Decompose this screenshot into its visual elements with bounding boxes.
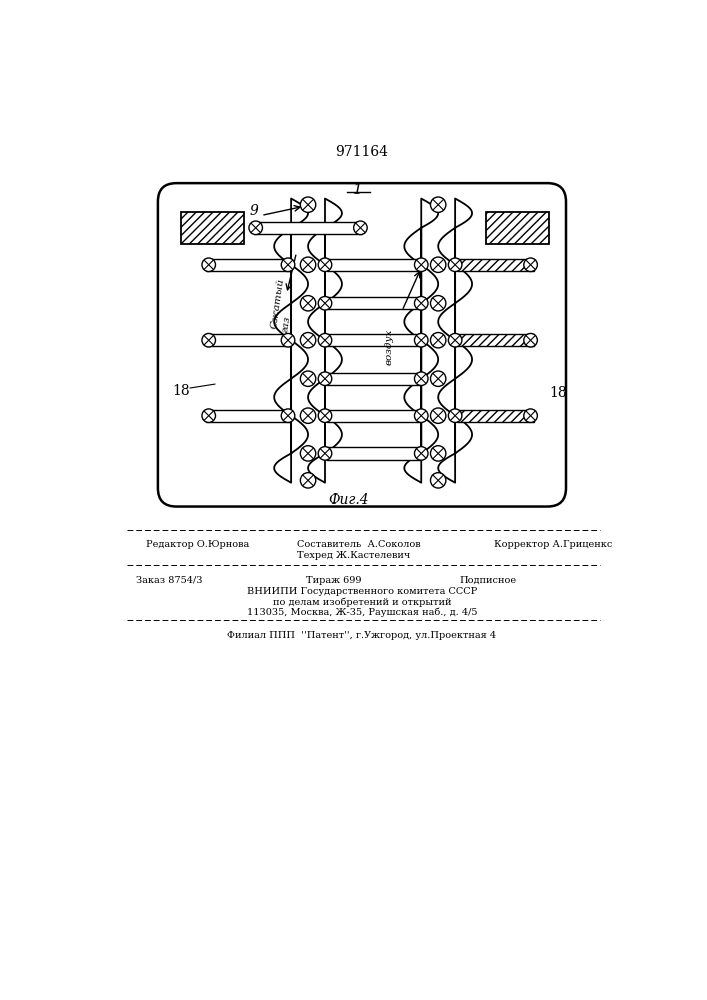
- Circle shape: [300, 473, 316, 488]
- Circle shape: [300, 333, 316, 348]
- Text: 1: 1: [354, 183, 363, 197]
- Circle shape: [414, 258, 428, 272]
- Circle shape: [249, 221, 262, 235]
- Text: 18: 18: [549, 386, 567, 400]
- Circle shape: [318, 296, 332, 310]
- Circle shape: [431, 333, 446, 348]
- Bar: [206, 334, 290, 346]
- Text: 113035, Москва, Ж-35, Раушская наб., д. 4/5: 113035, Москва, Ж-35, Раушская наб., д. …: [247, 607, 477, 617]
- Text: Сжатый: Сжатый: [270, 277, 286, 329]
- Circle shape: [431, 473, 446, 488]
- Text: газ: газ: [280, 315, 291, 333]
- Text: Тираж 699: Тираж 699: [305, 576, 361, 585]
- Circle shape: [300, 446, 316, 461]
- Bar: [327, 373, 420, 385]
- Circle shape: [300, 197, 316, 212]
- Circle shape: [202, 333, 216, 347]
- Circle shape: [414, 372, 428, 385]
- Circle shape: [318, 409, 332, 422]
- Bar: [457, 259, 534, 271]
- Circle shape: [300, 371, 316, 386]
- Text: Подписное: Подписное: [460, 576, 517, 585]
- Circle shape: [431, 446, 446, 461]
- Circle shape: [300, 257, 316, 272]
- Text: Корректор А.Гриценкс: Корректор А.Гриценкс: [494, 540, 613, 549]
- Circle shape: [414, 333, 428, 347]
- Circle shape: [414, 409, 428, 422]
- Text: Филиал ППП  ''Патент'', г.Ужгород, ул.Проектная 4: Филиал ППП ''Патент'', г.Ужгород, ул.Про…: [228, 631, 496, 640]
- Circle shape: [318, 447, 332, 460]
- Bar: [181, 212, 244, 244]
- Circle shape: [431, 371, 446, 386]
- Circle shape: [448, 258, 462, 272]
- Circle shape: [318, 372, 332, 385]
- Circle shape: [431, 257, 446, 272]
- Circle shape: [300, 296, 316, 311]
- Bar: [327, 447, 420, 460]
- Bar: [486, 212, 549, 244]
- Circle shape: [281, 333, 295, 347]
- Text: ВНИИПИ Государственного комитета СССР: ВНИИПИ Государственного комитета СССР: [247, 587, 477, 596]
- Circle shape: [318, 258, 332, 272]
- Text: 9: 9: [250, 204, 259, 218]
- Bar: [206, 410, 290, 422]
- Circle shape: [354, 221, 367, 235]
- Text: 971164: 971164: [335, 145, 388, 159]
- Circle shape: [448, 409, 462, 422]
- Circle shape: [300, 408, 316, 423]
- Circle shape: [431, 296, 446, 311]
- Circle shape: [281, 409, 295, 422]
- Text: Фиг.4: Фиг.4: [328, 493, 368, 507]
- Bar: [206, 259, 290, 271]
- Bar: [327, 259, 420, 271]
- Circle shape: [524, 258, 537, 272]
- Circle shape: [431, 408, 446, 423]
- Bar: [457, 410, 534, 422]
- Text: воздух: воздух: [385, 329, 393, 365]
- Text: Составитель  А.Соколов: Составитель А.Соколов: [296, 540, 420, 549]
- Text: 18: 18: [173, 384, 189, 398]
- Circle shape: [281, 258, 295, 272]
- Circle shape: [431, 197, 446, 212]
- Circle shape: [524, 409, 537, 422]
- Circle shape: [524, 333, 537, 347]
- Text: Заказ 8754/3: Заказ 8754/3: [136, 576, 203, 585]
- Circle shape: [414, 296, 428, 310]
- Bar: [327, 297, 420, 309]
- Circle shape: [414, 447, 428, 460]
- Circle shape: [318, 333, 332, 347]
- Bar: [254, 222, 362, 234]
- Text: по делам изобретений и открытий: по делам изобретений и открытий: [273, 597, 451, 607]
- Circle shape: [448, 333, 462, 347]
- Circle shape: [202, 258, 216, 272]
- Text: Редактор О.Юрнова: Редактор О.Юрнова: [146, 540, 249, 549]
- Bar: [457, 334, 534, 346]
- Bar: [327, 410, 420, 422]
- Bar: [327, 334, 420, 346]
- Circle shape: [202, 409, 216, 422]
- Text: Техред Ж.Кастелевич: Техред Ж.Кастелевич: [296, 551, 410, 560]
